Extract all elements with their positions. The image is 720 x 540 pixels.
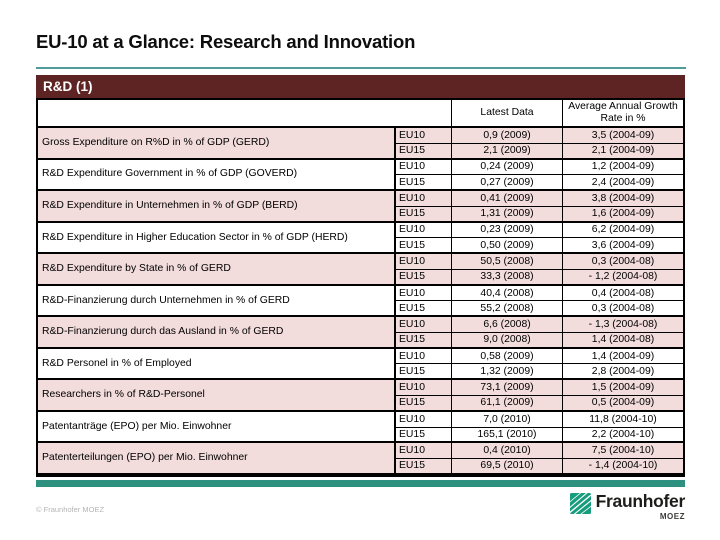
indicator-label-cell: R&D Expenditure in Higher Education Sect…	[38, 222, 396, 255]
growth-rate-cell: 0,3 (2004-08)	[563, 301, 683, 318]
section-header: R&D (1)	[36, 75, 685, 98]
growth-rate-cell: 0,5 (2004-09)	[563, 396, 683, 412]
region-cell: EU10	[396, 411, 452, 428]
region-cell: EU15	[396, 459, 452, 475]
bottom-divider	[36, 480, 685, 487]
growth-rate-cell: - 1,2 (2004-08)	[563, 269, 683, 286]
growth-rate-cell: 2,2 (2004-10)	[563, 428, 683, 444]
indicator-label-cell: Gross Expenditure on R%D in % of GDP (GE…	[38, 128, 396, 160]
region-cell: EU10	[396, 222, 452, 239]
growth-rate-cell: - 1,4 (2004-10)	[563, 459, 683, 475]
growth-rate-cell: 1,4 (2004-08)	[563, 332, 683, 349]
indicator-label-cell: Researchers in % of R&D-Personel	[38, 380, 396, 412]
fraunhofer-logo: Fraunhofer MOEZ	[569, 491, 686, 522]
indicator-label-cell: R&D-Finanzierung durch das Ausland in % …	[38, 317, 396, 349]
latest-data-cell: 0,50 (2009)	[452, 238, 563, 255]
latest-data-cell: 0,41 (2009)	[452, 191, 563, 207]
region-cell: EU10	[396, 380, 452, 397]
latest-data-cell: 0,4 (2010)	[452, 443, 563, 460]
growth-rate-cell: 2,1 (2004-09)	[563, 143, 683, 160]
region-cell: EU15	[396, 269, 452, 286]
growth-rate-cell: 0,4 (2004-08)	[563, 286, 683, 302]
region-cell: EU15	[396, 301, 452, 318]
growth-rate-cell: 3,8 (2004-09)	[563, 191, 683, 207]
latest-data-cell: 55,2 (2008)	[452, 301, 563, 318]
region-cell: EU10	[396, 254, 452, 270]
growth-rate-cell: - 1,3 (2004-08)	[563, 317, 683, 333]
growth-rate-cell: 0,3 (2004-08)	[563, 254, 683, 270]
growth-rate-cell: 1,6 (2004-09)	[563, 206, 683, 223]
fraunhofer-logo-icon	[569, 493, 591, 514]
growth-rate-cell: 2,8 (2004-09)	[563, 364, 683, 381]
latest-data-cell: 0,27 (2009)	[452, 175, 563, 192]
latest-data-cell: 9,0 (2008)	[452, 332, 563, 349]
region-cell: EU15	[396, 206, 452, 223]
latest-data-cell: 1,31 (2009)	[452, 206, 563, 223]
indicator-label-cell: R&D Expenditure by State in % of GERD	[38, 254, 396, 286]
growth-rate-cell: 1,2 (2004-09)	[563, 160, 683, 176]
region-cell: EU10	[396, 348, 452, 365]
table-corner-cell	[38, 100, 452, 128]
latest-data-cell: 1,32 (2009)	[452, 364, 563, 381]
growth-rate-cell: 7,5 (2004-10)	[563, 443, 683, 460]
copyright-text: © Fraunhofer MOEZ	[36, 505, 105, 514]
growth-rate-cell: 6,2 (2004-09)	[563, 223, 683, 239]
region-cell: EU15	[396, 175, 452, 192]
indicator-label-cell: Patenterteilungen (EPO) per Mio. Einwohn…	[38, 443, 396, 475]
indicator-label-cell: R&D-Finanzierung durch Unternehmen in % …	[38, 285, 396, 318]
indicator-label-cell: R&D Expenditure in Unternehmen in % of G…	[38, 191, 396, 223]
growth-rate-cell: 1,4 (2004-09)	[563, 349, 683, 365]
latest-data-cell: 73,1 (2009)	[452, 380, 563, 397]
growth-rate-cell: 1,5 (2004-09)	[563, 380, 683, 397]
growth-rate-cell: 11,8 (2004-10)	[563, 412, 683, 428]
region-cell: EU10	[396, 317, 452, 333]
growth-rate-cell: 3,5 (2004-09)	[563, 128, 683, 144]
latest-data-cell: 6,6 (2008)	[452, 317, 563, 333]
title-divider	[36, 67, 686, 69]
logo-brand-text: Fraunhofer	[595, 491, 686, 511]
region-cell: EU10	[396, 128, 452, 144]
latest-data-cell: 0,24 (2009)	[452, 159, 563, 176]
region-cell: EU10	[396, 159, 452, 176]
region-cell: EU15	[396, 396, 452, 412]
region-cell: EU10	[396, 443, 452, 460]
indicator-label-cell: R&D Expenditure Government in % of GDP (…	[38, 159, 396, 192]
latest-data-cell: 40,4 (2008)	[452, 285, 563, 302]
latest-data-cell: 0,58 (2009)	[452, 348, 563, 365]
region-cell: EU10	[396, 285, 452, 302]
latest-data-cell: 0,9 (2009)	[452, 128, 563, 144]
latest-data-cell: 61,1 (2009)	[452, 396, 563, 412]
region-cell: EU15	[396, 332, 452, 349]
region-cell: EU15	[396, 364, 452, 381]
col-header-growth-rate: Average Annual Growth Rate in %	[563, 100, 683, 128]
latest-data-cell: 33,3 (2008)	[452, 269, 563, 286]
page-title: EU-10 at a Glance: Research and Innovati…	[36, 31, 416, 52]
logo-sub-brand-text: MOEZ	[659, 512, 685, 522]
growth-rate-cell: 2,4 (2004-09)	[563, 175, 683, 192]
region-cell: EU15	[396, 238, 452, 255]
growth-rate-cell: 3,6 (2004-09)	[563, 238, 683, 255]
indicator-label-cell: Patentanträge (EPO) per Mio. Einwohner	[38, 411, 396, 444]
col-header-latest-data: Latest Data	[452, 100, 563, 128]
latest-data-cell: 50,5 (2008)	[452, 254, 563, 270]
latest-data-cell: 165,1 (2010)	[452, 427, 563, 444]
indicator-label-cell: R&D Personel in % of Employed	[38, 348, 396, 381]
region-cell: EU15	[396, 427, 452, 444]
latest-data-cell: 7,0 (2010)	[452, 411, 563, 428]
region-cell: EU10	[396, 191, 452, 207]
latest-data-cell: 69,5 (2010)	[452, 459, 563, 475]
latest-data-cell: 0,23 (2009)	[452, 222, 563, 239]
latest-data-cell: 2,1 (2009)	[452, 143, 563, 160]
rd-data-table: Latest Data Average Annual Growth Rate i…	[36, 98, 685, 477]
region-cell: EU15	[396, 143, 452, 160]
